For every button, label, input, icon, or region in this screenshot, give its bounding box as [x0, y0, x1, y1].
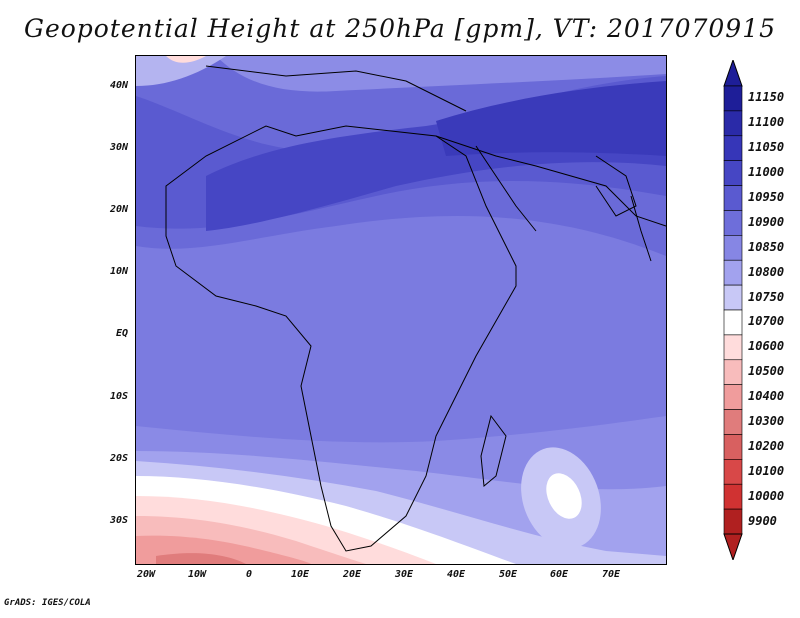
colorbar-label: 10750	[748, 289, 785, 304]
lon-tick-20w: 20W	[136, 569, 156, 580]
colorbar-label: 11100	[748, 115, 785, 130]
colorbar-label: 10200	[748, 438, 785, 453]
map-panel	[135, 55, 667, 565]
colorbar-cell	[723, 409, 743, 435]
lon-tick-30e: 30E	[394, 569, 414, 580]
colorbar-label: 11150	[748, 90, 785, 105]
colorbar-cell	[723, 334, 743, 361]
lon-tick-40e: 40E	[446, 569, 466, 580]
lat-tick-40n: 40N	[109, 80, 128, 91]
lon-tick-60e: 60E	[549, 569, 569, 580]
colorbar-cell	[723, 284, 743, 311]
colorbar-cell	[723, 185, 743, 211]
colorbar-cell	[723, 434, 743, 460]
colorbar-cell	[723, 235, 743, 261]
colorbar-cell	[723, 85, 743, 112]
colorbar	[723, 60, 743, 560]
colorbar-cell	[723, 309, 743, 336]
lat-tick-20n: 20N	[109, 204, 128, 215]
lat-tick-30s: 30S	[109, 515, 128, 526]
colorbar-cell	[723, 459, 743, 485]
lon-tick-10e: 10E	[290, 569, 310, 580]
colorbar-cell	[723, 160, 743, 186]
lon-tick-70e: 70E	[601, 569, 621, 580]
colorbar-label: 10800	[748, 264, 785, 279]
colorbar-cell	[723, 259, 743, 286]
colorbar-bottom-arrow	[723, 533, 743, 560]
lat-tick-10s: 10S	[109, 391, 128, 402]
colorbar-label: 10300	[748, 414, 785, 428]
colorbar-cell	[723, 508, 743, 535]
colorbar-cell	[723, 359, 743, 385]
colorbar-cell	[723, 135, 743, 161]
colorbar-label: 10100	[748, 463, 785, 478]
lat-tick-20s: 20S	[109, 453, 128, 464]
colorbar-label: 10700	[748, 314, 785, 329]
geopotential-field	[136, 56, 666, 564]
colorbar-label: 9900	[748, 513, 777, 528]
lon-tick-20e: 20E	[342, 569, 362, 580]
colorbar-cell	[723, 110, 743, 137]
colorbar-cell	[723, 384, 743, 410]
colorbar-label: 10000	[748, 488, 785, 503]
colorbar-label: 11050	[748, 140, 785, 155]
lon-tick-10w: 10W	[187, 569, 207, 580]
lon-tick-50e: 50E	[498, 569, 518, 580]
colorbar-cell	[723, 483, 743, 510]
plot-title: Geopotential Height at 250hPa [gpm], VT:…	[23, 14, 777, 43]
footer-credit: GrADS: IGES/COLA	[4, 598, 91, 608]
lat-tick-30n: 30N	[109, 142, 128, 153]
lat-tick-eq: EQ	[115, 328, 128, 339]
colorbar-cell	[723, 210, 743, 236]
colorbar-label: 10900	[748, 214, 785, 229]
colorbar-label: 11000	[748, 165, 785, 180]
colorbar-label: 10950	[748, 190, 785, 204]
lat-tick-10n: 10N	[109, 266, 128, 277]
colorbar-label: 10600	[748, 339, 785, 354]
colorbar-label: 10400	[748, 389, 785, 404]
colorbar-top-arrow	[723, 60, 743, 87]
colorbar-label: 10500	[748, 364, 785, 379]
colorbar-label: 10850	[748, 239, 785, 254]
lon-tick-0: 0	[245, 569, 253, 580]
